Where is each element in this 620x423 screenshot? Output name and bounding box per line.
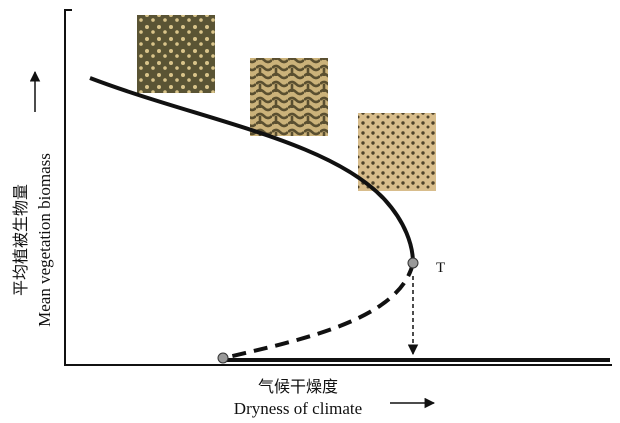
point-label: T [436,260,445,276]
x-label-zh: 气候干燥度 [258,378,338,396]
unstable-branch [223,262,415,360]
tipping-point [407,257,419,269]
pattern-labyrinth [250,58,328,136]
pattern-spots [137,15,215,93]
lower-point [217,352,229,364]
axes [64,9,612,366]
x-label-en: Dryness of climate [234,399,362,418]
y-label-en: Mean vegetation biomass [35,153,54,327]
stable-branch [89,76,415,264]
y-label-zh: 平均植被生物量 [12,184,30,296]
pattern-holes [358,113,436,191]
